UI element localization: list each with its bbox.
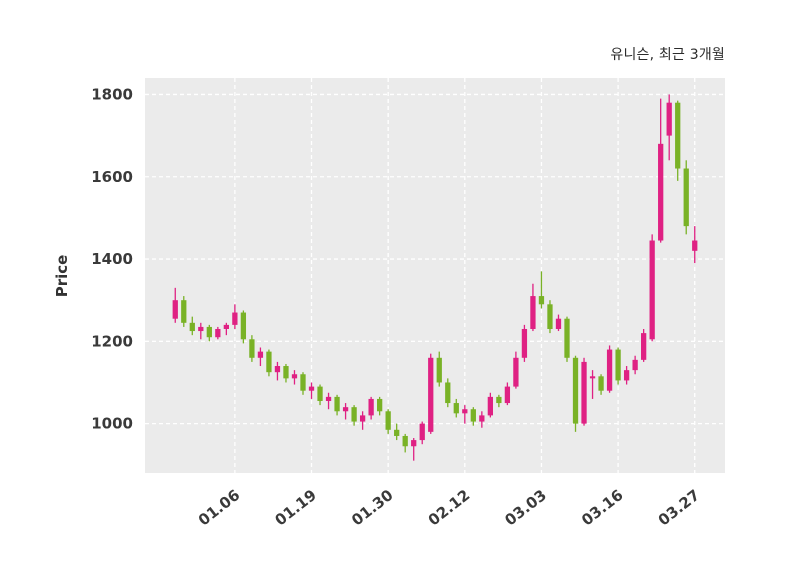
candle-body bbox=[308, 386, 315, 391]
candle-body bbox=[453, 403, 459, 414]
candle-body bbox=[615, 349, 621, 381]
candle-body bbox=[589, 376, 596, 379]
candle-body bbox=[530, 296, 536, 329]
candle-body bbox=[317, 386, 323, 401]
candle-body bbox=[462, 409, 468, 414]
candle-body bbox=[572, 357, 579, 424]
candle-body bbox=[351, 407, 357, 422]
candle-body bbox=[419, 423, 425, 441]
y-tick-label: 1800 bbox=[91, 85, 133, 103]
candle-body bbox=[564, 318, 570, 358]
x-tick-label: 02.12 bbox=[425, 486, 473, 529]
candle-body bbox=[623, 370, 630, 381]
candle-body bbox=[189, 322, 195, 332]
x-tick-label: 01.06 bbox=[195, 486, 243, 529]
plot-area bbox=[145, 78, 725, 473]
y-tick-label: 1400 bbox=[91, 250, 133, 268]
candle-body bbox=[436, 357, 442, 383]
chart-title: 유니슨, 최근 3개월 bbox=[610, 47, 725, 63]
candle-body bbox=[606, 349, 613, 391]
candle-body bbox=[683, 168, 689, 227]
x-tick-label: 01.30 bbox=[348, 486, 396, 529]
candle-body bbox=[249, 339, 255, 358]
candle-body bbox=[300, 374, 306, 391]
x-tick-label: 03.16 bbox=[578, 486, 626, 529]
y-tick-label: 1200 bbox=[91, 332, 133, 350]
candle-body bbox=[547, 304, 553, 329]
candle-body bbox=[581, 361, 587, 424]
candle-body bbox=[658, 143, 664, 241]
candle-body bbox=[513, 357, 519, 387]
candle-body bbox=[649, 240, 655, 340]
candle-body bbox=[325, 396, 332, 401]
candle-body bbox=[181, 300, 187, 323]
candle-body bbox=[223, 324, 229, 329]
candle-body bbox=[342, 407, 349, 412]
candle-body bbox=[445, 382, 451, 404]
candle-body bbox=[504, 386, 511, 404]
y-tick-label: 1600 bbox=[91, 168, 133, 186]
candle-body bbox=[411, 440, 417, 447]
y-tick-label: 1000 bbox=[91, 415, 133, 433]
candle-body bbox=[385, 411, 391, 430]
candle-body bbox=[266, 351, 272, 373]
candle-body bbox=[215, 328, 221, 338]
candle-body bbox=[632, 359, 638, 371]
y-axis-label: Price bbox=[53, 254, 71, 298]
candle-body bbox=[334, 396, 340, 412]
candle-body bbox=[240, 312, 247, 340]
candle-body bbox=[359, 415, 366, 422]
candle-body bbox=[283, 366, 289, 379]
candle-body bbox=[274, 366, 281, 373]
candle-body bbox=[692, 240, 698, 251]
x-tick-label: 03.03 bbox=[501, 486, 549, 529]
candle-body bbox=[641, 333, 647, 360]
candle-body bbox=[394, 429, 400, 436]
candle-body bbox=[257, 351, 264, 358]
candle-body bbox=[479, 415, 485, 422]
candle-body bbox=[291, 374, 298, 379]
candle-body bbox=[172, 300, 178, 319]
candle-body bbox=[666, 102, 672, 136]
candle-body bbox=[402, 435, 408, 447]
candle-body bbox=[598, 376, 604, 391]
candle-body bbox=[377, 398, 383, 412]
candle-body bbox=[206, 326, 212, 338]
candle-body bbox=[496, 396, 502, 404]
x-tick-label: 03.27 bbox=[655, 486, 703, 529]
candle-body bbox=[555, 318, 562, 329]
candle-body bbox=[428, 357, 434, 432]
candle-body bbox=[487, 396, 493, 416]
candle-body bbox=[470, 409, 476, 422]
candle-body bbox=[521, 328, 528, 358]
candle-body bbox=[675, 102, 681, 169]
candle-body bbox=[538, 296, 545, 305]
candle-body bbox=[232, 312, 238, 325]
x-tick-label: 01.19 bbox=[272, 486, 320, 529]
candle-body bbox=[198, 326, 204, 332]
candle-body bbox=[368, 398, 374, 416]
